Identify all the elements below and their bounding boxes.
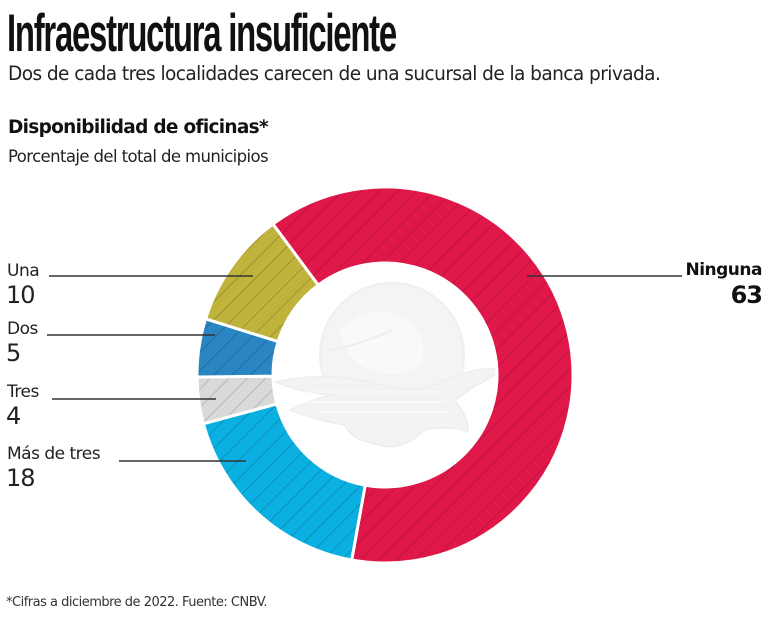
label-dos: Dos <box>7 319 38 339</box>
page-subtitle: Dos de cada tres localidades carecen de … <box>8 62 661 85</box>
donut-segment-una <box>203 221 321 344</box>
chart-title: Disponibilidad de oficinas* <box>8 117 269 138</box>
value-tres: 4 <box>6 402 21 430</box>
globe-eagle-watermark-icon <box>272 282 508 448</box>
value-una: 10 <box>6 281 36 309</box>
donut-segment-ninguna <box>270 185 575 565</box>
label-ninguna: Ninguna <box>685 260 762 280</box>
value-ninguna: 63 <box>730 281 763 309</box>
label-tres: Tres <box>7 382 39 402</box>
value-dos: 5 <box>6 339 21 367</box>
footnote: *Cifras a diciembre de 2022. Fuente: CNB… <box>6 595 268 610</box>
chart-subtitle: Porcentaje del total de municipios <box>8 147 269 166</box>
value-mas-de-tres: 18 <box>6 464 36 492</box>
label-una: Una <box>7 261 40 281</box>
label-mas-de-tres: Más de tres <box>7 444 101 464</box>
donut-segment-m-s-de-tres <box>201 402 367 562</box>
page-title: Infraestructura insuficiente <box>7 4 397 63</box>
